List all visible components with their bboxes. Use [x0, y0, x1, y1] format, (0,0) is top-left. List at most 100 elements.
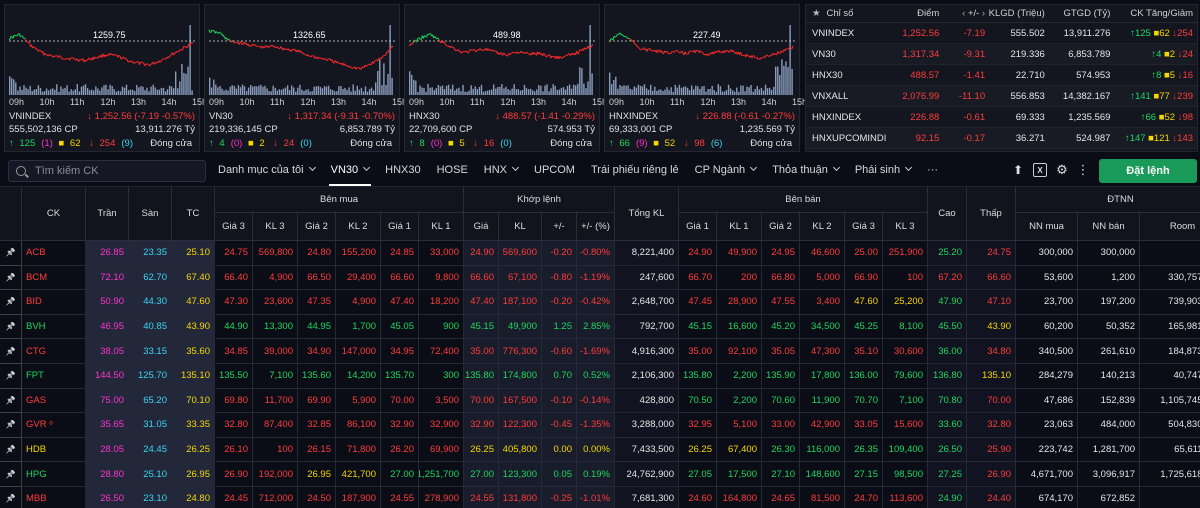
pin-icon[interactable]: 📌	[0, 388, 22, 414]
pin-icon[interactable]: 📌	[0, 462, 22, 487]
ceiling-price: 75.00	[86, 388, 129, 414]
index-panel-hnxindex[interactable]: 227.49 09h 10h 11h 12h 13h 14h 15h HNXINDEX ↓ 22…	[604, 4, 807, 152]
stock-symbol[interactable]: BCM	[22, 265, 86, 291]
cell-s2v: 81,500	[800, 487, 845, 508]
time-label: 14h	[361, 97, 377, 107]
stock-symbol[interactable]: HDB	[22, 437, 86, 463]
cell-s3p: 27.15	[845, 462, 883, 487]
tab-label: ···	[927, 164, 939, 176]
cell-high: 47.90	[928, 290, 967, 315]
pin-icon[interactable]: 📌	[0, 413, 22, 438]
pin-icon[interactable]: 📌	[0, 265, 22, 291]
pin-icon[interactable]: 📌	[0, 364, 22, 389]
index-panel-vn30[interactable]: 1326.65 09h 10h 11h 12h 13h 14h 15h VN30 ↓ 1,317…	[204, 4, 407, 152]
search-input[interactable]	[35, 163, 200, 179]
summary-decliners: 16	[1182, 69, 1194, 81]
summary-row[interactable]: HNXUPCOMINDI 92.15 -0.17 36.271 524.987 …	[806, 128, 1197, 149]
stock-row[interactable]: 📌 CTG 38.05 33.15 35.60 34.85 39,000 34.90 147,0…	[0, 339, 1200, 364]
time-label: 11h	[470, 97, 485, 107]
pin-icon[interactable]: 📌	[0, 487, 22, 508]
cell-b3p: 32.80	[215, 413, 253, 438]
tab-7[interactable]: CP Ngành	[687, 155, 765, 186]
excel-export-icon[interactable]: X	[1033, 163, 1047, 177]
stock-symbol[interactable]: BID	[22, 290, 86, 315]
summary-row[interactable]: HNXINDEX 226.88 -0.61 69.333 1,235.569 ↑…	[806, 107, 1197, 128]
stock-symbol[interactable]: GVR ᵒ	[22, 413, 86, 438]
stock-row[interactable]: 📌 GVR ᵒ 35.65 31.05 33.35 32.80 87,400 32.85 86,…	[0, 413, 1200, 438]
pin-icon[interactable]: 📌	[0, 339, 22, 364]
more-options-icon[interactable]: ⋮	[1076, 162, 1090, 177]
foreign-sell: 152,839	[1078, 388, 1140, 414]
summary-row[interactable]: VN30 1,317.34 -9.31 219.336 6,853.789 ↑4…	[806, 44, 1197, 65]
arrow-up-icon[interactable]: ⬆	[1012, 163, 1024, 177]
star-icon[interactable]: ★	[812, 8, 821, 19]
summary-col-index[interactable]: ★ Chỉ số	[812, 8, 854, 19]
square-icon: ■	[1158, 111, 1165, 123]
stock-row[interactable]: 📌 FPT 144.50 125.70 135.10 135.50 7,100 135.60 1…	[0, 364, 1200, 389]
pin-icon[interactable]: 📌	[0, 314, 22, 340]
gear-icon[interactable]: ⚙	[1056, 162, 1068, 177]
index-panel-hnx30[interactable]: 489.98 09h 10h 11h 12h 13h 14h 15h HNX30 ↓ 488.5…	[404, 4, 607, 152]
cell-b2p: 69.90	[298, 388, 336, 414]
place-order-button[interactable]: Đặt lệnh	[1099, 159, 1197, 183]
cell-mv: 187,100	[499, 290, 542, 315]
stock-symbol[interactable]: CTG	[22, 339, 86, 364]
ceiling-price: 72.10	[86, 265, 129, 291]
summary-row[interactable]: VNINDEX 1,252.56 -7.19 555.502 13,911.27…	[806, 23, 1197, 44]
search-box[interactable]	[8, 160, 206, 182]
time-label: 10h	[239, 97, 255, 107]
stock-row[interactable]: 📌 HPG 28.80 25.10 26.95 26.90 192,000 26.95 421,…	[0, 462, 1200, 487]
cell-low: 43.90	[967, 314, 1016, 340]
stock-row[interactable]: 📌 MBB 26.50 23.10 24.80 24.45 712,000 24.50 187,…	[0, 487, 1200, 508]
tab-6[interactable]: Trái phiếu riêng lẻ	[583, 155, 687, 186]
summary-row[interactable]: VNXALL 2,076.99 -11.10 556.853 14,382.16…	[806, 86, 1197, 107]
search-icon	[16, 166, 26, 176]
arrow-down-icon: ↓	[473, 138, 479, 149]
tab-4[interactable]: HNX	[476, 155, 526, 186]
stock-row[interactable]: 📌 ACB 26.85 23.35 25.10 24.75 569,800 24.80 155,…	[0, 241, 1200, 266]
index-panel-vnindex[interactable]: 1259.75 09h 10h 11h 12h 13h 14h 15h VNINDEX ↓ 1,…	[4, 4, 207, 152]
arrow-up-icon: ↑	[1151, 69, 1157, 81]
stock-row[interactable]: 📌 BID 50.90 44.30 47.60 47.30 23,600 47.35 4,900…	[0, 290, 1200, 315]
unchanged: 2	[259, 138, 265, 149]
tab-8[interactable]: Thỏa thuận	[764, 155, 847, 186]
stock-row[interactable]: 📌 GAS 75.00 65.20 70.10 69.80 11,700 69.90 5,900…	[0, 388, 1200, 414]
pin-icon[interactable]: 📌	[0, 437, 22, 463]
stock-row[interactable]: 📌 HDB 28.05 24.45 26.25 26.10 100 26.15 71,800 26…	[0, 437, 1200, 463]
stock-symbol[interactable]: HPG	[22, 462, 86, 487]
volume-bars	[409, 25, 593, 95]
chevron-down-icon	[511, 163, 520, 172]
tab-9[interactable]: Phái sinh	[847, 155, 919, 186]
stock-symbol[interactable]: BVH	[22, 314, 86, 340]
tab-10[interactable]: ···	[919, 155, 946, 186]
stock-symbol[interactable]: GAS	[22, 388, 86, 414]
index-value: 13,911.276 Tỷ	[135, 124, 195, 135]
tab-1[interactable]: VN30	[323, 155, 378, 186]
decliners: 254	[99, 138, 116, 149]
tab-0[interactable]: Danh mục của tôi	[210, 155, 323, 186]
cell-b1p: 70.00	[381, 388, 419, 414]
arrow-down-icon: ↓	[1172, 132, 1178, 144]
tab-2[interactable]: HNX30	[377, 155, 428, 186]
floor-price: 23.35	[129, 241, 172, 266]
total-volume: 3,288,000	[615, 413, 679, 438]
cell-b3p: 66.40	[215, 265, 253, 291]
cell-s1p: 35.00	[679, 339, 717, 364]
pin-icon[interactable]: 📌	[0, 290, 22, 315]
summary-row[interactable]: HNX30 488.57 -1.41 22.710 574.953 ↑8 ■5 …	[806, 65, 1197, 86]
cell-b1v: 900	[419, 314, 464, 340]
floor-count: (0)	[300, 138, 312, 149]
tab-3[interactable]: HOSE	[429, 155, 476, 186]
stock-symbol[interactable]: FPT	[22, 364, 86, 389]
sort-icon[interactable]: ‹	[962, 8, 968, 19]
stock-row[interactable]: 📌 BVH 46.95 40.85 43.90 44.90 13,300 44.95 1,700…	[0, 314, 1200, 340]
ceiling-price: 26.50	[86, 487, 129, 508]
cell-s3v: 251,900	[883, 241, 928, 266]
tab-5[interactable]: UPCOM	[526, 155, 583, 186]
time-label: 11h	[270, 97, 285, 107]
stock-symbol[interactable]: ACB	[22, 241, 86, 266]
square-icon: ■	[1153, 90, 1160, 102]
stock-row[interactable]: 📌 BCM 72.10 62.70 67.40 66.40 4,900 66.50 29,400…	[0, 265, 1200, 291]
stock-symbol[interactable]: MBB	[22, 487, 86, 508]
pin-icon[interactable]: 📌	[0, 241, 22, 266]
